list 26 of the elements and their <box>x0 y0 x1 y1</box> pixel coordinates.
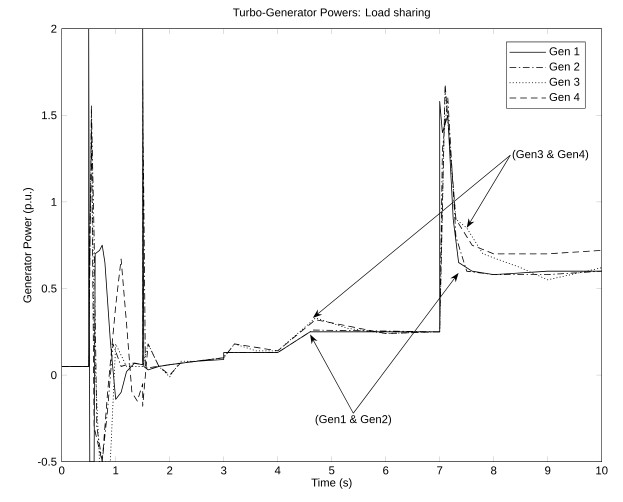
chart-title: Turbo-Generator Powers: Load sharing <box>233 8 430 19</box>
y-tick-label: 1.5 <box>42 111 57 120</box>
legend-label: Gen 3 <box>550 78 580 86</box>
x-tick-label: 7 <box>437 466 442 474</box>
legend-label: Gen 2 <box>550 62 580 71</box>
x-tick-label: 9 <box>545 466 550 474</box>
annotation: (Gen1 & Gen2) <box>316 414 392 426</box>
x-tick-label: 2 <box>167 466 172 474</box>
legend-label: Gen 1 <box>550 47 580 56</box>
y-tick-label: 2 <box>51 24 56 33</box>
y-tick-label: 0 <box>51 371 57 380</box>
x-tick-label: 10 <box>596 466 608 474</box>
x-axis-title: Time (s) <box>311 478 352 489</box>
x-tick-label: 0 <box>58 466 64 474</box>
y-tick-label: 1 <box>52 198 56 206</box>
x-tick-label: 4 <box>274 466 281 474</box>
x-tick-label: 8 <box>491 466 496 474</box>
x-tick-label: 5 <box>329 466 334 474</box>
x-tick-label: 6 <box>383 466 388 474</box>
x-tick-label: 3 <box>220 466 226 474</box>
y-axis-title: Generator Power (p.u.) <box>23 188 34 303</box>
y-tick-label: 0.5 <box>42 284 57 292</box>
legend-label: Gen 4 <box>550 93 580 102</box>
annotation: (Gen3 & Gen4) <box>512 150 588 160</box>
y-tick-label: -0.5 <box>38 458 57 466</box>
x-tick-label: 1 <box>113 466 118 474</box>
